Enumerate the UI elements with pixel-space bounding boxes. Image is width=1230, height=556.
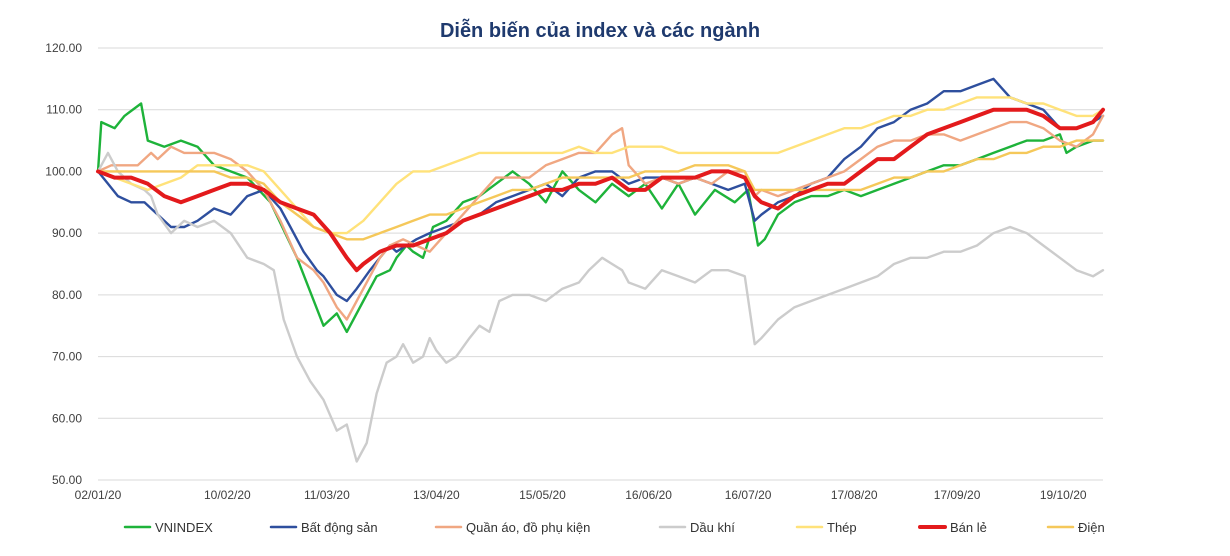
y-tick-label: 110.00 [46, 103, 82, 117]
x-tick-label: 02/01/20 [75, 488, 122, 502]
x-tick-label: 17/08/20 [831, 488, 878, 502]
chart-title: Diễn biến của index và các ngành [439, 20, 761, 42]
y-tick-label: 60.00 [52, 411, 82, 425]
x-tick-label: 17/09/20 [934, 488, 981, 502]
x-tick-label: 16/06/20 [625, 488, 672, 502]
y-tick-label: 50.00 [52, 473, 82, 487]
legend-label-2: Quần áo, đồ phụ kiện [466, 520, 590, 535]
legend-label-4: Thép [827, 520, 857, 535]
series-line-2 [96, 114, 1105, 321]
x-tick-label: 15/05/20 [519, 488, 566, 502]
series-line-4 [96, 96, 1105, 235]
series-line-0 [96, 102, 1105, 334]
series-line-5 [96, 107, 1105, 273]
y-tick-label: 90.00 [52, 226, 82, 240]
series-line-3 [96, 151, 1105, 463]
x-tick-label: 16/07/20 [725, 488, 772, 502]
y-tick-label: 120.00 [45, 41, 82, 55]
legend-label-3: Dầu khí [690, 520, 735, 535]
legend-label-6: Điện [1078, 520, 1105, 535]
x-tick-label: 13/04/20 [413, 488, 460, 502]
x-tick-label: 11/03/20 [304, 488, 350, 502]
y-tick-label: 80.00 [52, 288, 82, 302]
series-line-6 [96, 139, 1105, 241]
legend-label-1: Bất động sản [301, 520, 378, 535]
legend-label-0: VNINDEX [155, 520, 213, 535]
x-tick-label: 19/10/20 [1040, 488, 1087, 502]
legend-label-5: Bán lẻ [950, 520, 987, 535]
y-tick-label: 100.00 [45, 164, 82, 178]
x-tick-label: 10/02/20 [204, 488, 251, 502]
y-tick-label: 70.00 [52, 350, 82, 364]
series-line-1 [96, 77, 1105, 303]
